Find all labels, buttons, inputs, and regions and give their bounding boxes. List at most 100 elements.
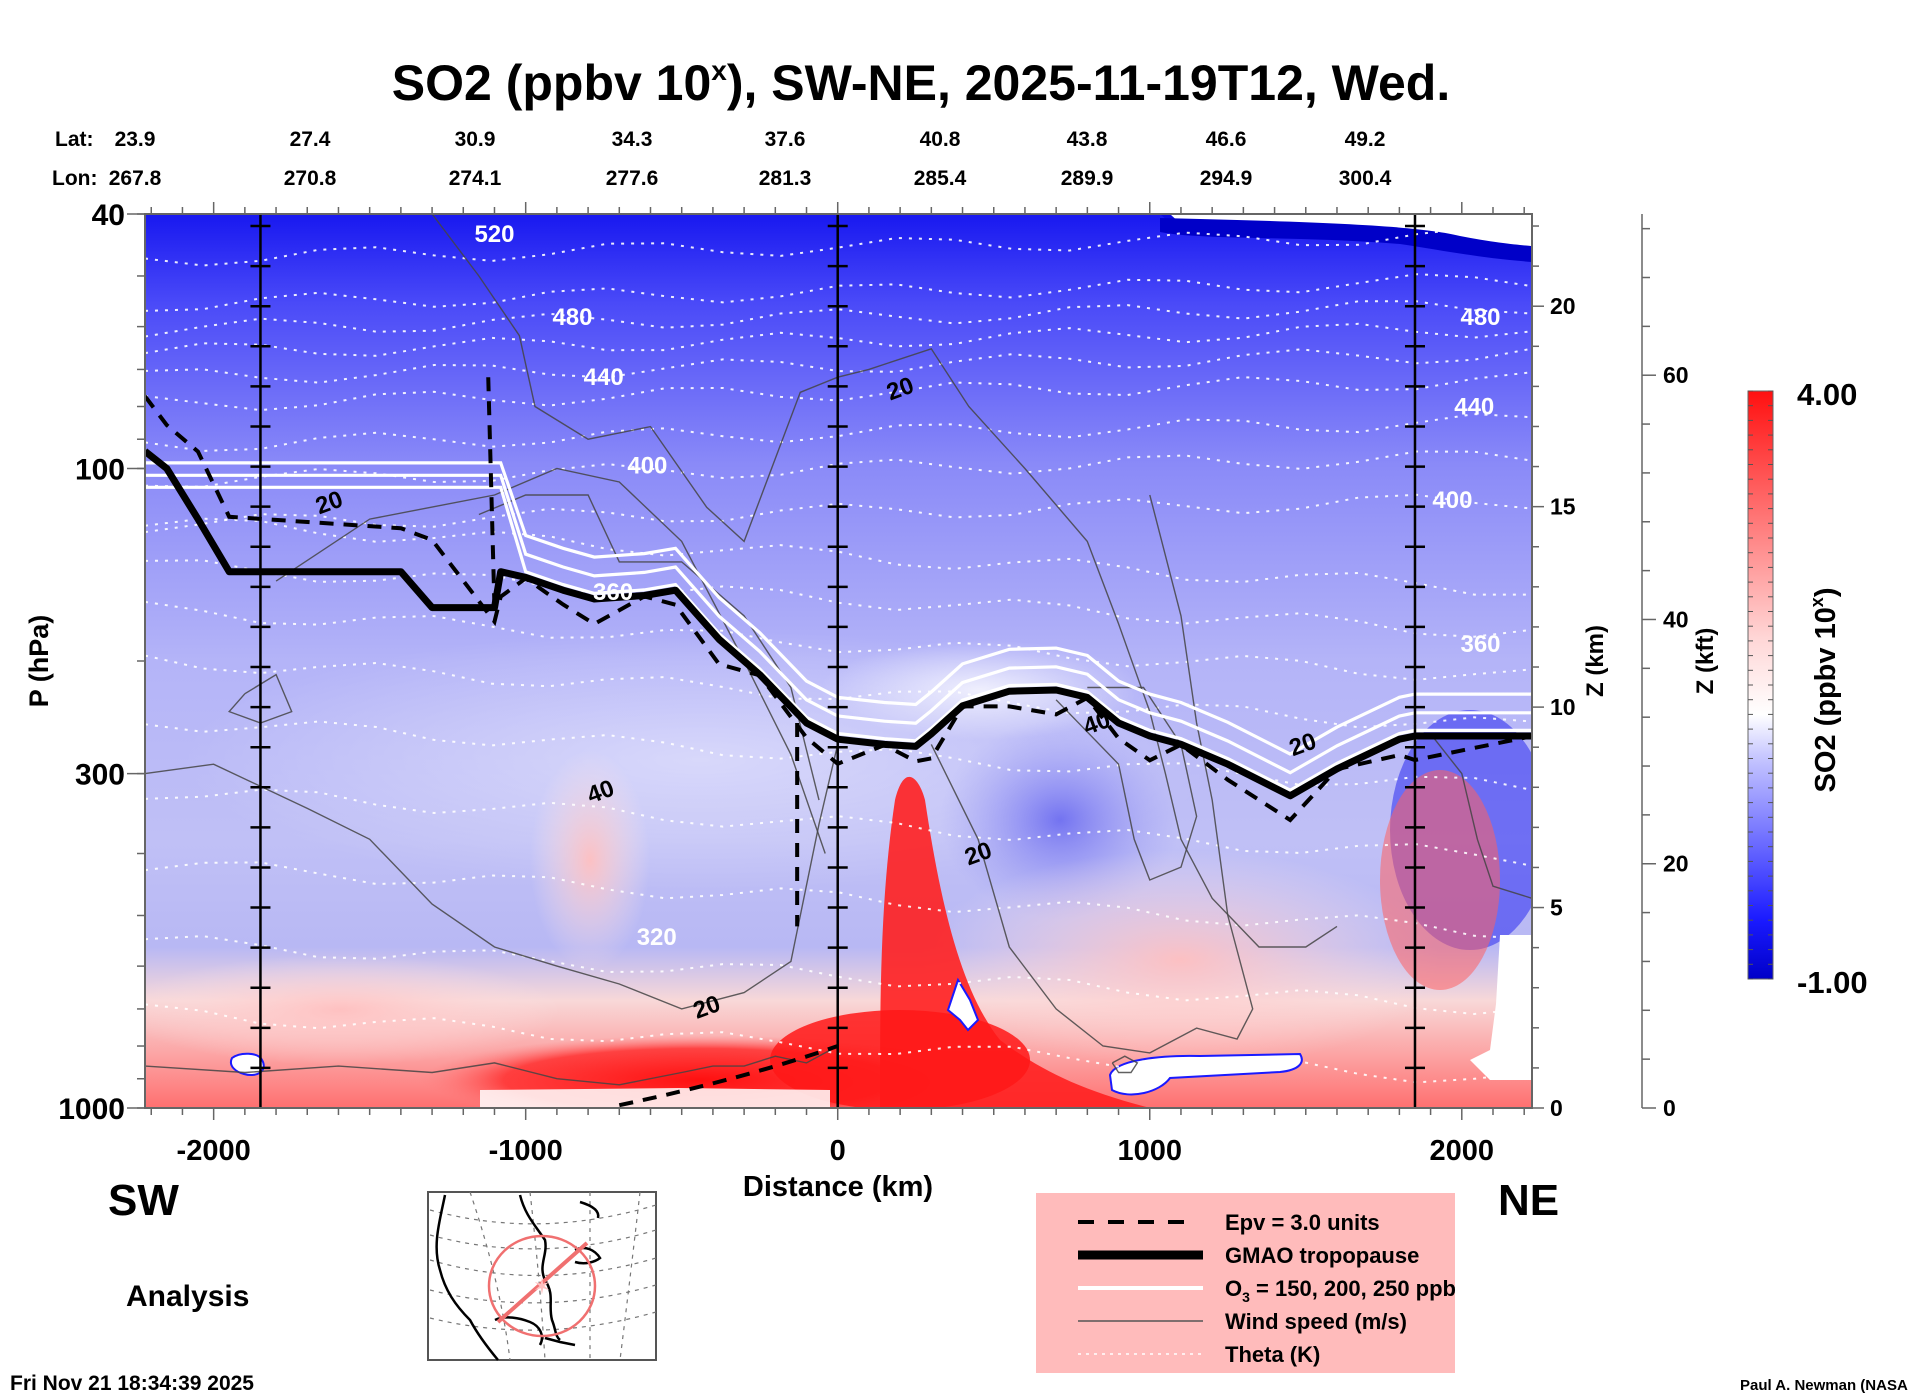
lat-value: 43.8 xyxy=(1067,128,1108,151)
theta-label: 400 xyxy=(627,453,667,480)
y-tick-label: 100 xyxy=(75,453,125,486)
z-km-tick-label: 15 xyxy=(1550,494,1576,520)
x-tick-label: -2000 xyxy=(177,1135,251,1167)
wind-contour xyxy=(1111,1055,1139,1074)
theta-contour xyxy=(145,450,1532,488)
theta-contour xyxy=(145,347,1532,384)
x-tick-label: 0 xyxy=(830,1135,846,1167)
colorbar-max-label: 4.00 xyxy=(1797,377,1857,412)
wind-contour xyxy=(1430,733,1532,899)
theta-label: 440 xyxy=(584,364,624,391)
map-section-line xyxy=(496,1241,589,1324)
theta-contour xyxy=(145,322,1532,357)
lon-value: 267.8 xyxy=(109,167,162,190)
x-tick-label: 2000 xyxy=(1430,1135,1495,1167)
lat-value: 27.4 xyxy=(290,128,331,151)
z-km-axis: 0 5 10 15 20 xyxy=(1532,225,1576,1121)
theta-label: 480 xyxy=(552,304,592,331)
so2-plume-core xyxy=(770,1010,1030,1108)
y-tick-label: 300 xyxy=(75,759,125,792)
reference-verticals xyxy=(250,214,1425,1108)
wind-contour xyxy=(145,744,839,1010)
lat-lon-header: Lat: Lon: 23.9 27.4 30.9 34.3 37.6 40.8 43.8 46.6… xyxy=(52,128,1392,190)
no-data-hole-1 xyxy=(1108,1052,1303,1096)
legend-wind-label: Wind speed (m/s) xyxy=(1225,1309,1407,1334)
z-km-tick-label: 10 xyxy=(1550,694,1576,720)
z-kft-tick-label: 0 xyxy=(1663,1095,1676,1121)
lon-value: 274.1 xyxy=(449,167,502,190)
lat-value: 23.9 xyxy=(115,128,156,151)
z-kft-tick-label: 20 xyxy=(1663,851,1689,877)
legend-box xyxy=(1036,1193,1455,1373)
lon-value: 300.4 xyxy=(1339,167,1392,190)
wind-contour xyxy=(431,214,1338,948)
lat-value: 40.8 xyxy=(920,128,961,151)
theta-label: 480 xyxy=(1460,304,1500,331)
wind-contour xyxy=(275,467,826,854)
colorbar-min-label: -1.00 xyxy=(1797,965,1868,1000)
lon-value: 270.8 xyxy=(284,167,337,190)
direction-ne-label: NE xyxy=(1498,1176,1559,1225)
so2-pink-bl-left xyxy=(145,955,560,1065)
lon-value: 289.9 xyxy=(1061,167,1114,190)
theta-label: 360 xyxy=(1460,631,1500,658)
theta-label: 360 xyxy=(593,579,633,606)
legend-ozone-label: O3 = 150, 200, 250 ppb xyxy=(1225,1276,1456,1305)
y-tick-label: 1000 xyxy=(58,1093,125,1126)
wind-contour xyxy=(1055,686,1198,881)
epv-contour xyxy=(618,1044,839,1108)
y-axis-label: P (hPa) xyxy=(24,615,54,708)
z-kft-label: Z (kft) xyxy=(1692,628,1719,695)
legend: Epv = 3.0 units GMAO tropopause O3 = 150… xyxy=(1036,1193,1456,1373)
wind-contour xyxy=(930,494,1254,1054)
z-km-tick-label: 5 xyxy=(1550,895,1563,921)
x-axis-label: Distance (km) xyxy=(743,1171,933,1203)
theta-label: 400 xyxy=(1432,487,1472,514)
so2-min-band xyxy=(1160,218,1532,262)
theta-label: 440 xyxy=(1454,394,1494,421)
y-axis-pressure: 40 100 300 1000 xyxy=(58,199,145,1126)
wind-contour xyxy=(145,1045,839,1086)
analysis-label: Analysis xyxy=(126,1280,249,1313)
lon-value: 277.6 xyxy=(606,167,659,190)
lat-label: Lat: xyxy=(55,128,94,151)
wind-contour xyxy=(227,673,293,724)
x-axis: -2000 -1000 0 1000 2000 xyxy=(150,202,1525,1167)
lon-label: Lon: xyxy=(52,167,97,190)
map-center-star-icon: ✶ xyxy=(533,1274,551,1299)
so2-tropo-light-2 xyxy=(820,640,1140,740)
z-kft-tick-label: 40 xyxy=(1663,606,1689,632)
x-tick-label: 1000 xyxy=(1117,1135,1182,1167)
lon-value: 281.3 xyxy=(759,167,812,190)
colorbar-ticks xyxy=(1748,390,1773,980)
so2-pink-bl-right xyxy=(920,850,1440,1070)
map-inset: ✶ xyxy=(427,1191,657,1361)
legend-tropopause-label: GMAO tropopause xyxy=(1225,1243,1419,1268)
lon-value: 294.9 xyxy=(1200,167,1253,190)
theta-contour xyxy=(145,273,1532,312)
theta-contour xyxy=(145,226,1532,267)
x-tick-label: -1000 xyxy=(489,1135,563,1167)
theta-contour xyxy=(145,720,1532,791)
chart-title: SO2 (ppbv 10x), SW-NE, 2025-11-19T12, We… xyxy=(392,55,1450,111)
legend-theta-label: Theta (K) xyxy=(1225,1342,1320,1367)
so2-pink-column xyxy=(530,750,650,970)
y-tick-label: 40 xyxy=(92,199,125,232)
so2-plume-right xyxy=(1380,770,1500,990)
lat-value: 37.6 xyxy=(765,128,806,151)
z-km-tick-label: 0 xyxy=(1550,1095,1563,1121)
theta-label: 520 xyxy=(474,221,514,248)
theta-labels: 520 480 440 400 360 320 480 440 400 360 xyxy=(474,221,1500,951)
no-data-right-2 xyxy=(1496,935,1532,1004)
no-data-hole-2 xyxy=(946,977,980,1032)
no-data-right xyxy=(1470,1004,1532,1080)
theta-label: 320 xyxy=(637,924,677,951)
colorbar-label: SO2 (ppbv 10x) xyxy=(1807,587,1842,792)
lon-value: 285.4 xyxy=(914,167,967,190)
z-km-tick-label: 20 xyxy=(1550,293,1576,319)
map-graticule xyxy=(429,1191,657,1361)
z-kft-axis: 0 20 40 60 xyxy=(1641,214,1689,1121)
z-kft-tick-label: 60 xyxy=(1663,362,1689,388)
